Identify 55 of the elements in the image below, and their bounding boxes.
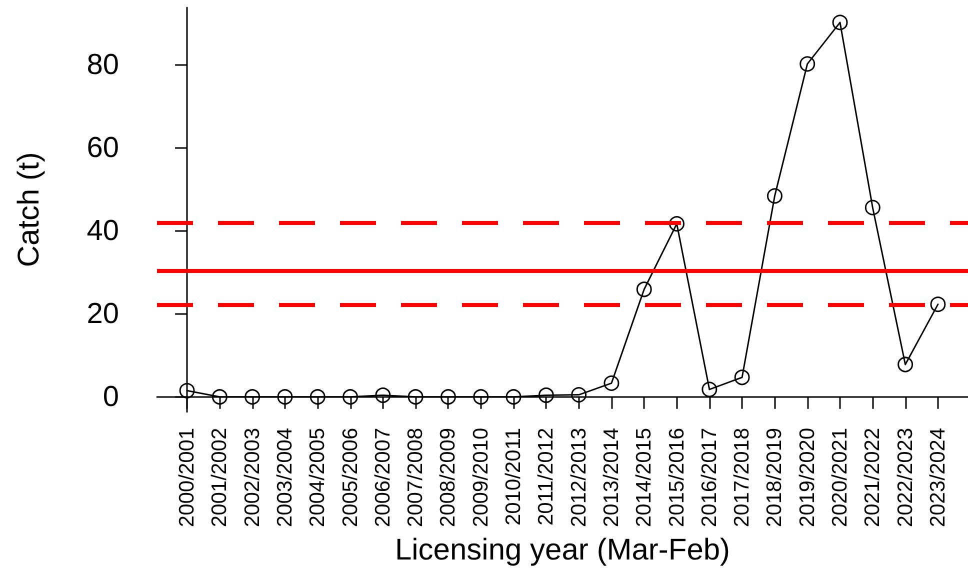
point [375, 387, 391, 403]
point [800, 56, 816, 72]
x-tick-label: 2008/2009 [436, 428, 460, 528]
point [669, 216, 685, 232]
x-tick-label: 2007/2008 [404, 428, 428, 528]
point [538, 387, 554, 403]
x-tick-label: 2021/2022 [861, 428, 884, 528]
point [244, 389, 260, 405]
x-tick-label: 2020/2021 [828, 428, 852, 528]
x-tick-label: 2002/2003 [240, 428, 264, 528]
point [604, 375, 620, 391]
x-tick-label: 2016/2017 [698, 428, 721, 528]
y-tick-label: 40 [86, 214, 119, 247]
x-tick-label: 2014/2015 [632, 428, 656, 528]
point [864, 200, 880, 216]
x-tick-label: 2018/2019 [763, 428, 786, 528]
x-tick-label: 2015/2016 [665, 428, 688, 528]
point [506, 389, 522, 405]
y-tick-label: 80 [86, 48, 119, 81]
y-tick-label: 0 [102, 380, 119, 413]
x-tick-label: 2017/2018 [730, 428, 754, 528]
point [832, 14, 848, 30]
point [930, 296, 946, 312]
point [342, 389, 358, 405]
point [766, 188, 782, 204]
x-tick-label: 2023/2024 [926, 428, 950, 528]
x-tick-label: 2009/2010 [469, 428, 492, 528]
point [277, 389, 293, 405]
x-tick-label: 2011/2012 [534, 428, 558, 526]
point [898, 356, 914, 372]
x-tick-label: 2019/2020 [796, 428, 819, 528]
point [310, 389, 326, 405]
point [473, 389, 489, 405]
x-tick-label: 2005/2006 [338, 428, 362, 528]
x-tick-label: 2006/2007 [371, 428, 394, 528]
point [702, 382, 718, 398]
y-tick-label: 20 [86, 298, 119, 330]
x-tick-label: 2022/2023 [894, 428, 917, 528]
y-axis-title: Catch (t) [12, 152, 46, 268]
point [571, 387, 587, 403]
x-tick-label: 2003/2004 [273, 428, 296, 528]
x-tick-label: 2000/2001 [176, 428, 199, 528]
point [212, 389, 228, 405]
point [440, 389, 456, 405]
y-tick-label: 60 [86, 132, 119, 164]
x-tick-label: 2013/2014 [600, 428, 623, 528]
x-tick-label: 2012/2013 [567, 428, 590, 528]
x-axis-title: Licensing year (Mar-Feb) [394, 534, 730, 566]
point [408, 389, 424, 405]
x-tick-label: 2004/2005 [306, 428, 330, 528]
x-tick-label: 2001/2002 [208, 428, 232, 528]
point [636, 282, 652, 298]
point [734, 370, 750, 386]
x-tick-label: 2010/2011 [502, 428, 526, 526]
point [179, 382, 195, 398]
